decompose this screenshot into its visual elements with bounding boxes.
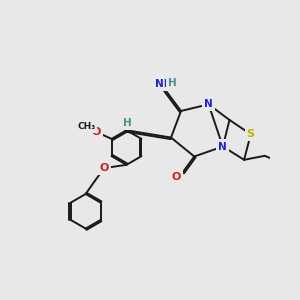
Text: NH: NH <box>155 79 172 89</box>
Text: O: O <box>92 127 101 137</box>
Text: H: H <box>168 78 177 88</box>
Text: N: N <box>218 142 227 152</box>
Text: N: N <box>204 99 213 109</box>
Text: H: H <box>123 118 132 128</box>
Text: S: S <box>247 129 255 139</box>
Text: O: O <box>171 172 181 182</box>
Text: O: O <box>100 163 109 173</box>
Text: CH₃: CH₃ <box>77 122 95 131</box>
